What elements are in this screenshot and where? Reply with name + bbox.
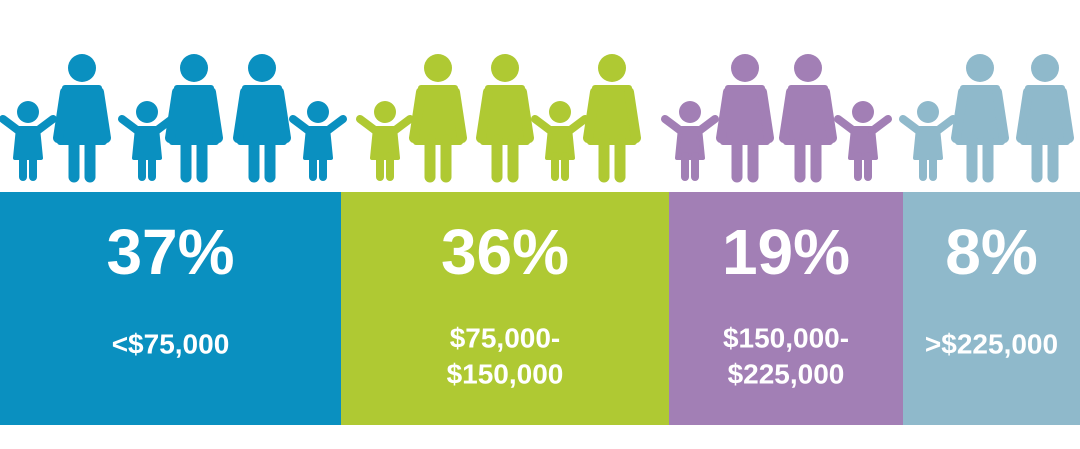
person-arm [695, 115, 719, 135]
person-arm [624, 87, 641, 143]
income-label: >$225,000 [925, 328, 1058, 359]
person-arm [951, 87, 968, 143]
person-arm [517, 87, 534, 143]
person-head [248, 54, 276, 82]
person-head [180, 54, 208, 82]
segment: 36% $75,000- $150,000 [341, 192, 669, 425]
person-arm [834, 115, 858, 135]
person-body [848, 126, 878, 160]
person-head [794, 54, 822, 82]
income-label: <$75,000 [112, 328, 230, 359]
person-arm [409, 87, 426, 143]
percent: 8% [945, 216, 1038, 288]
person-arm [323, 115, 347, 135]
person-head [17, 101, 39, 123]
person-head [852, 101, 874, 123]
income-label: $150,000- [723, 322, 849, 353]
person-body [13, 126, 43, 160]
person-head [307, 101, 329, 123]
segment-box [341, 192, 669, 425]
person-head [136, 101, 158, 123]
person-arm [233, 87, 250, 143]
person-head [917, 101, 939, 123]
percent: 37% [106, 216, 234, 288]
person-body [675, 126, 705, 160]
person-arm [565, 115, 589, 135]
income-label: $225,000 [728, 358, 845, 389]
person-arm [289, 115, 313, 135]
person-arm [716, 87, 733, 143]
person-arm [476, 87, 493, 143]
person-arm [356, 115, 380, 135]
person-arm [390, 115, 414, 135]
person-head [424, 54, 452, 82]
person-arm [0, 115, 23, 135]
family-icons [0, 54, 347, 183]
person-arm [779, 87, 796, 143]
person-body [545, 126, 575, 160]
person-arm [583, 87, 600, 143]
person-head [491, 54, 519, 82]
family-icons [661, 54, 892, 183]
segment: 8% >$225,000 [903, 192, 1080, 425]
segment: 19% $150,000- $225,000 [669, 192, 903, 425]
family-icons [356, 54, 641, 183]
person-arm [820, 87, 837, 143]
person-head [598, 54, 626, 82]
segment-box [0, 192, 341, 425]
person-body [303, 126, 333, 160]
person-arm [206, 87, 223, 143]
person-head [549, 101, 571, 123]
person-arm [757, 87, 774, 143]
person-arm [992, 87, 1009, 143]
person-head [374, 101, 396, 123]
person-arm [531, 115, 555, 135]
person-head [1031, 54, 1059, 82]
person-arm [118, 115, 142, 135]
person-arm [933, 115, 957, 135]
segment: 37% <$75,000 [0, 192, 341, 425]
person-arm [450, 87, 467, 143]
person-head [731, 54, 759, 82]
income-label: $75,000- [450, 322, 561, 353]
person-arm [33, 115, 57, 135]
percent: 36% [441, 216, 569, 288]
person-body [913, 126, 943, 160]
person-body [370, 126, 400, 160]
person-arm [1016, 87, 1033, 143]
person-head [966, 54, 994, 82]
person-arm [274, 87, 291, 143]
person-arm [899, 115, 923, 135]
person-arm [868, 115, 892, 135]
person-body [132, 126, 162, 160]
person-arm [53, 87, 70, 143]
person-arm [1057, 87, 1074, 143]
person-arm [165, 87, 182, 143]
person-arm [661, 115, 685, 135]
segment-box [669, 192, 903, 425]
income-label: $150,000 [447, 358, 564, 389]
family-icons [899, 54, 1074, 183]
person-head [68, 54, 96, 82]
percent: 19% [722, 216, 850, 288]
person-arm [94, 87, 111, 143]
segment-box [903, 192, 1080, 425]
person-head [679, 101, 701, 123]
